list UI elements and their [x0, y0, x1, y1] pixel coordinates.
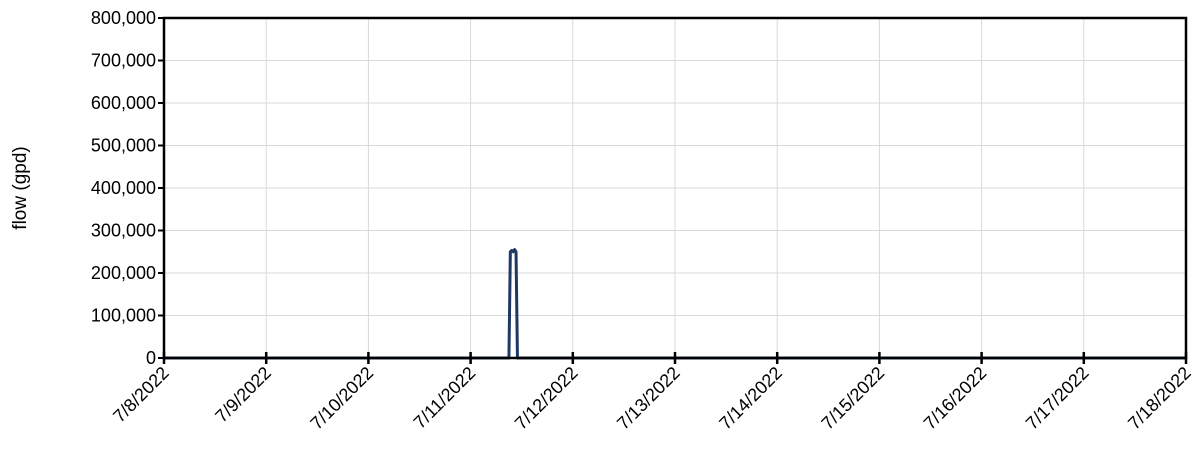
x-tick-marks: [158, 17, 1188, 364]
grid: [164, 18, 1186, 358]
y-tick-label: 500,000: [91, 136, 156, 156]
y-tick-label: 100,000: [91, 306, 156, 326]
x-tick-label: 7/16/2022: [920, 363, 991, 434]
y-tick-label: 700,000: [91, 51, 156, 71]
x-tick-label: 7/18/2022: [1124, 363, 1195, 434]
series-line: [164, 248, 1186, 360]
y-tick-label: 600,000: [91, 93, 156, 113]
x-tick-label: 7/8/2022: [109, 363, 173, 427]
y-axis-title: flow (gpd): [10, 146, 31, 229]
x-tick-label: 7/15/2022: [817, 363, 888, 434]
y-tick-label: 200,000: [91, 263, 156, 283]
y-tick-label: 300,000: [91, 221, 156, 241]
x-tick-label: 7/9/2022: [211, 363, 275, 427]
x-tick-label: 7/12/2022: [511, 363, 582, 434]
y-tick-label: 0: [146, 348, 156, 368]
y-tick-label: 800,000: [91, 8, 156, 28]
x-tick-labels: 7/8/2022 7/9/2022 7/10/2022 7/11/2022 7/12/2…: [109, 363, 1195, 434]
y-tick-labels: 0 100,000 200,000 300,000 400,000 500,000 600,…: [91, 8, 156, 368]
y-tick-label: 400,000: [91, 178, 156, 198]
x-tick-label: 7/11/2022: [410, 363, 480, 433]
x-tick-label: 7/17/2022: [1022, 363, 1093, 434]
x-tick-label: 7/10/2022: [306, 363, 377, 434]
series-layer: [164, 248, 1186, 360]
x-tick-label: 7/14/2022: [715, 363, 786, 434]
x-tick-label: 7/13/2022: [613, 363, 684, 434]
